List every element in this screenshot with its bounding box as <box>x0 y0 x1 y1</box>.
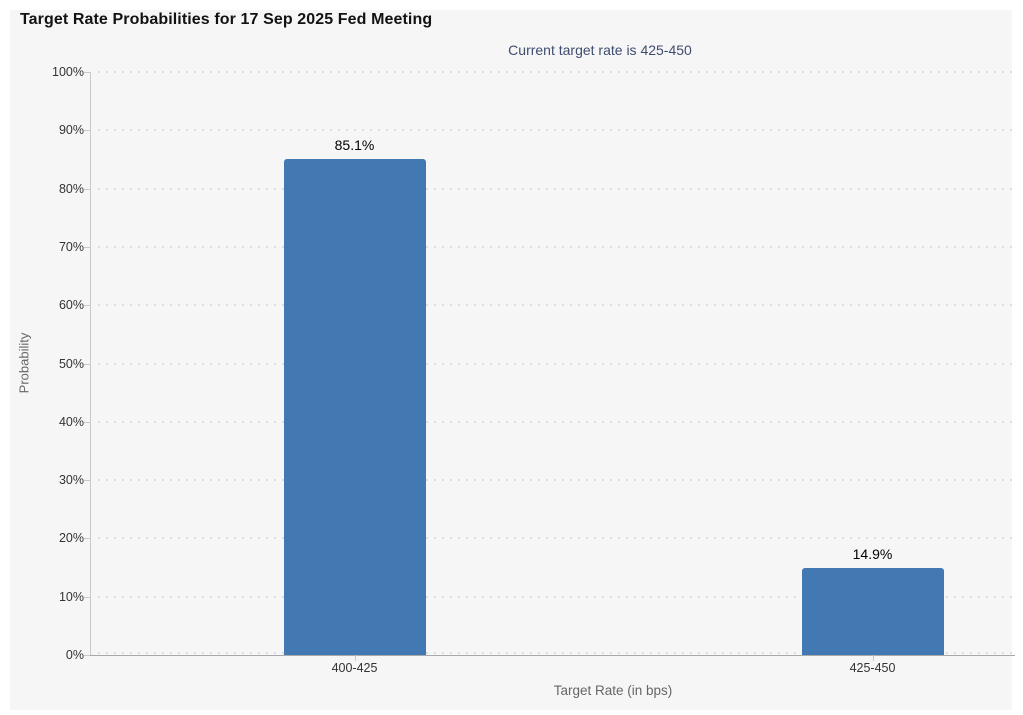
y-tick-mark <box>84 305 90 307</box>
y-gridline <box>98 537 1015 540</box>
probability-bar-425-450[interactable] <box>801 568 944 655</box>
y-gridline <box>98 129 1015 132</box>
y-tick-label: 100% <box>52 65 84 79</box>
x-category-label: 400-425 <box>331 661 378 675</box>
y-tick-label: 20% <box>58 531 84 546</box>
y-tick-label: 10% <box>58 589 84 604</box>
bar-value-label: 85.1% <box>334 136 375 153</box>
y-gridline <box>98 245 1015 248</box>
x-axis-title: Target Rate (in bps) <box>553 683 673 698</box>
x-category-label: 425-450 <box>849 661 896 675</box>
y-tick-label: 40% <box>58 414 84 429</box>
y-tick-mark <box>84 188 90 190</box>
y-gridline <box>98 479 1015 482</box>
y-axis-title: Probability <box>16 332 32 394</box>
y-tick-label: 80% <box>58 181 84 196</box>
x-axis-line <box>90 655 1015 656</box>
y-gridline <box>98 652 1015 654</box>
y-gridline <box>98 595 1015 598</box>
y-tick-mark <box>84 130 90 132</box>
y-tick-label: 50% <box>58 356 84 371</box>
y-tick-label: 60% <box>58 298 84 313</box>
chart-subtitle: Current target rate is 425-450 <box>508 42 692 58</box>
x-tick-mark <box>872 655 874 661</box>
y-tick-label: 0% <box>65 648 84 662</box>
y-tick-mark <box>84 421 90 423</box>
y-tick-mark <box>84 363 90 365</box>
x-tick-mark <box>354 655 356 661</box>
y-gridline <box>98 304 1015 307</box>
y-tick-label: 70% <box>58 239 84 254</box>
y-tick-mark <box>84 538 90 540</box>
y-tick-mark <box>84 480 90 482</box>
probability-bar-400-425[interactable] <box>283 158 426 655</box>
y-axis-line <box>90 72 91 655</box>
y-gridline <box>98 362 1015 365</box>
y-tick-label: 90% <box>58 123 84 138</box>
y-tick-mark <box>84 655 90 656</box>
y-tick-label: 30% <box>58 473 84 488</box>
y-gridline <box>98 420 1015 423</box>
bar-value-label: 14.9% <box>852 546 893 563</box>
y-gridline <box>98 71 1015 73</box>
y-tick-mark <box>84 596 90 598</box>
y-tick-mark <box>84 72 90 73</box>
y-gridline <box>98 187 1015 190</box>
y-tick-mark <box>84 246 90 248</box>
chart-title: Target Rate Probabilities for 17 Sep 202… <box>20 11 433 28</box>
